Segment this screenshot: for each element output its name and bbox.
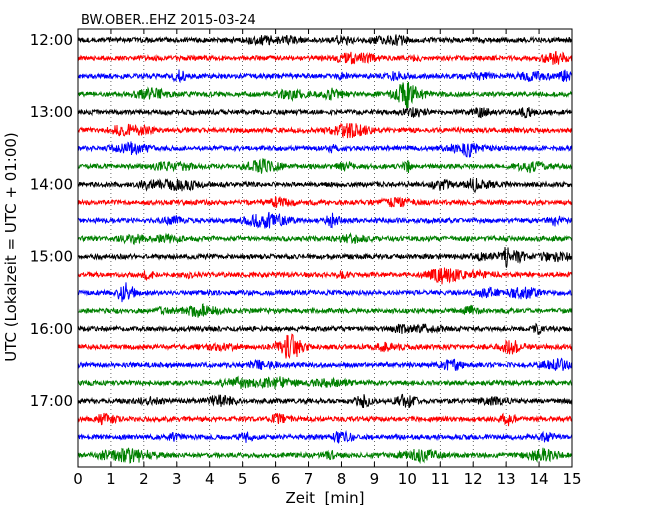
y-axis-ticks: 12:00 13:00 14:00 15:00 16:00 17:00 <box>30 31 572 410</box>
trace-line <box>77 69 573 84</box>
trace-layer <box>77 34 573 465</box>
y-tick-label: 16:00 <box>30 320 73 338</box>
x-tick-label: 10 <box>398 470 417 488</box>
trace-line <box>77 50 573 65</box>
x-tick-label: 0 <box>73 470 83 488</box>
trace-line <box>77 211 573 229</box>
x-axis-ticks: 0 1 2 3 4 5 6 7 8 9 10 11 12 13 14 15 <box>73 29 582 488</box>
y-tick-label: 12:00 <box>30 31 73 49</box>
x-tick-label: 9 <box>370 470 380 488</box>
trace-line <box>77 447 573 465</box>
trace-line <box>77 157 573 174</box>
trace-line <box>77 267 573 285</box>
trace-line <box>77 282 573 303</box>
y-tick-label: 15:00 <box>30 248 73 266</box>
x-tick-label: 11 <box>431 470 450 488</box>
x-tick-label: 12 <box>464 470 483 488</box>
trace-line <box>77 412 573 427</box>
y-tick-label: 17:00 <box>30 392 73 410</box>
trace-line <box>77 178 573 194</box>
trace-line <box>77 333 573 359</box>
x-tick-label: 15 <box>562 470 581 488</box>
trace-line <box>77 232 573 246</box>
x-tick-label: 1 <box>106 470 116 488</box>
x-tick-label: 13 <box>497 470 516 488</box>
x-axis-label: Zeit [min] <box>285 489 364 507</box>
trace-line <box>77 303 573 318</box>
trace-line <box>77 34 573 47</box>
trace-line <box>77 322 573 335</box>
x-tick-label: 3 <box>172 470 182 488</box>
x-tick-label: 6 <box>271 470 281 488</box>
y-tick-label: 13:00 <box>30 103 73 121</box>
y-tick-label: 14:00 <box>30 175 73 193</box>
trace-line <box>77 141 573 158</box>
x-tick-label: 2 <box>139 470 149 488</box>
x-tick-label: 14 <box>530 470 549 488</box>
chart-title: BW.OBER..EHZ 2015-03-24 <box>81 13 256 28</box>
trace-line <box>77 196 573 209</box>
trace-line <box>77 247 573 268</box>
trace-line <box>77 357 573 371</box>
x-tick-label: 5 <box>238 470 248 488</box>
trace-line <box>77 122 573 139</box>
trace-line <box>77 375 573 390</box>
trace-line <box>77 106 573 119</box>
plot-frame <box>77 28 573 468</box>
x-tick-label: 7 <box>304 470 314 488</box>
trace-line <box>77 429 573 444</box>
x-tick-label: 4 <box>205 470 215 488</box>
trace-line <box>77 81 573 109</box>
x-tick-label: 8 <box>337 470 347 488</box>
y-axis-label: UTC (Lokalzeit = UTC + 01:00) <box>2 132 20 362</box>
trace-line <box>77 393 573 409</box>
